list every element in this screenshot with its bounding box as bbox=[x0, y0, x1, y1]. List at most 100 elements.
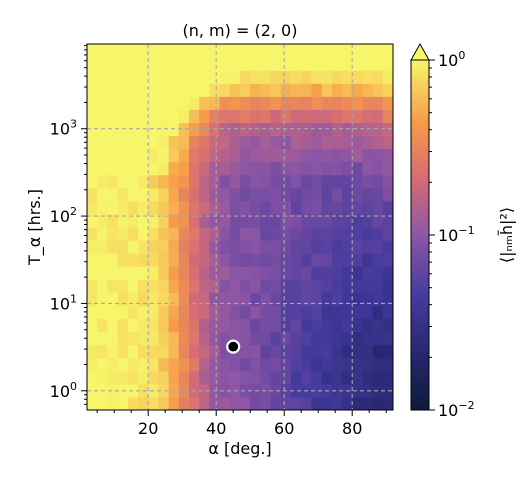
heatmap-cell bbox=[352, 253, 363, 267]
heatmap-cell bbox=[117, 148, 129, 163]
heatmap-cell bbox=[382, 331, 393, 346]
heatmap-cell bbox=[280, 187, 292, 202]
heatmap-cell bbox=[148, 96, 159, 110]
heatmap-cell bbox=[117, 357, 129, 372]
heatmap-cell bbox=[87, 135, 98, 150]
heatmap-cell bbox=[117, 135, 129, 150]
heatmap-cell bbox=[229, 57, 241, 71]
heatmap-cell bbox=[331, 148, 343, 163]
heatmap-cell bbox=[311, 318, 323, 333]
heatmap-cell bbox=[260, 370, 272, 385]
heatmap-cell bbox=[199, 253, 210, 267]
heatmap-cell bbox=[311, 266, 323, 280]
heatmap-cell bbox=[138, 305, 149, 320]
heatmap-cell bbox=[219, 357, 231, 372]
heatmap-cell bbox=[311, 292, 323, 307]
heatmap-cell bbox=[97, 357, 108, 372]
heatmap-cell bbox=[342, 174, 353, 189]
heatmap-cell bbox=[331, 357, 343, 372]
heatmap-cell bbox=[270, 135, 282, 150]
heatmap-cell bbox=[138, 148, 149, 163]
heatmap-cell bbox=[352, 370, 363, 385]
heatmap-cell bbox=[240, 331, 251, 346]
heatmap-cell bbox=[280, 96, 292, 110]
heatmap-cell bbox=[107, 383, 119, 398]
heatmap-cell bbox=[189, 305, 200, 320]
heatmap-cell bbox=[229, 70, 241, 84]
heatmap-cell bbox=[362, 318, 374, 333]
heatmap-cell bbox=[352, 187, 363, 202]
heatmap-cell bbox=[362, 83, 374, 97]
heatmap-cell bbox=[250, 70, 261, 84]
heatmap-cell bbox=[301, 305, 312, 320]
heatmap-cell bbox=[117, 331, 129, 346]
heatmap-cell bbox=[240, 148, 251, 163]
heatmap-cell bbox=[260, 292, 272, 307]
heatmap-cell bbox=[270, 44, 282, 58]
heatmap-cell bbox=[189, 187, 200, 202]
heatmap-cell bbox=[87, 305, 98, 320]
heatmap-cell bbox=[331, 318, 343, 333]
heatmap-cell bbox=[362, 279, 374, 293]
heatmap-cell bbox=[372, 266, 384, 280]
heatmap-cell bbox=[362, 161, 374, 176]
heatmap-cell bbox=[219, 331, 231, 346]
heatmap-cell bbox=[311, 240, 323, 254]
heatmap-cell bbox=[107, 135, 119, 150]
heatmap-cell bbox=[138, 266, 149, 280]
colorbar-tick-label: 10−1 bbox=[438, 224, 475, 245]
heatmap-cell bbox=[352, 122, 363, 137]
heatmap-cell bbox=[250, 292, 261, 307]
heatmap-cell bbox=[280, 44, 292, 58]
heatmap-cell bbox=[107, 187, 119, 202]
heatmap-cell bbox=[331, 240, 343, 254]
heatmap-cell bbox=[219, 240, 231, 254]
heatmap-cell bbox=[229, 266, 241, 280]
heatmap-cell bbox=[250, 331, 261, 346]
heatmap-cell bbox=[87, 122, 98, 137]
heatmap-cell bbox=[209, 253, 221, 267]
heatmap-cell bbox=[260, 109, 272, 124]
heatmap-cell bbox=[240, 57, 251, 71]
heatmap-cell bbox=[199, 357, 210, 372]
heatmap-cell bbox=[372, 213, 384, 228]
heatmap-cell bbox=[158, 57, 170, 71]
heatmap-cell bbox=[209, 57, 221, 71]
y-axis-label: T_α [hrs.] bbox=[25, 189, 45, 266]
heatmap-cell bbox=[352, 83, 363, 97]
heatmap-cell bbox=[97, 331, 108, 346]
heatmap-cell bbox=[372, 44, 384, 58]
heatmap-cell bbox=[260, 396, 272, 410]
heatmap-cell bbox=[158, 279, 170, 293]
heatmap-cell bbox=[117, 266, 129, 280]
heatmap-cell bbox=[240, 253, 251, 267]
heatmap-cell bbox=[87, 331, 98, 346]
heatmap-cell bbox=[97, 70, 108, 84]
heatmap-cell bbox=[189, 370, 200, 385]
heatmap-cell bbox=[199, 200, 210, 215]
heatmap-cell bbox=[117, 292, 129, 307]
heatmap-cell bbox=[301, 292, 312, 307]
heatmap-cell bbox=[117, 305, 129, 320]
heatmap-cell bbox=[382, 122, 393, 137]
heatmap-cell bbox=[240, 383, 251, 398]
heatmap-cell bbox=[362, 135, 374, 150]
heatmap-cell bbox=[158, 122, 170, 137]
heatmap-cell bbox=[107, 174, 119, 189]
heatmap-cell bbox=[372, 135, 384, 150]
heatmap-cell bbox=[321, 70, 333, 84]
heatmap-cell bbox=[148, 357, 159, 372]
heatmap-cell bbox=[229, 357, 241, 372]
heatmap-cell bbox=[199, 370, 210, 385]
heatmap-cell bbox=[280, 213, 292, 228]
heatmap-cell bbox=[291, 57, 302, 71]
heatmap-cell bbox=[382, 96, 393, 110]
heatmap-cell bbox=[382, 318, 393, 333]
heatmap-cell bbox=[250, 83, 261, 97]
heatmap-cell bbox=[219, 305, 231, 320]
heatmap-cell bbox=[107, 305, 119, 320]
heatmap-cell bbox=[107, 253, 119, 267]
heatmap-cell bbox=[301, 318, 312, 333]
heatmap-cell bbox=[280, 292, 292, 307]
colorbar-label: ⟨|ₙₘh̃|²⟩ bbox=[497, 207, 516, 263]
